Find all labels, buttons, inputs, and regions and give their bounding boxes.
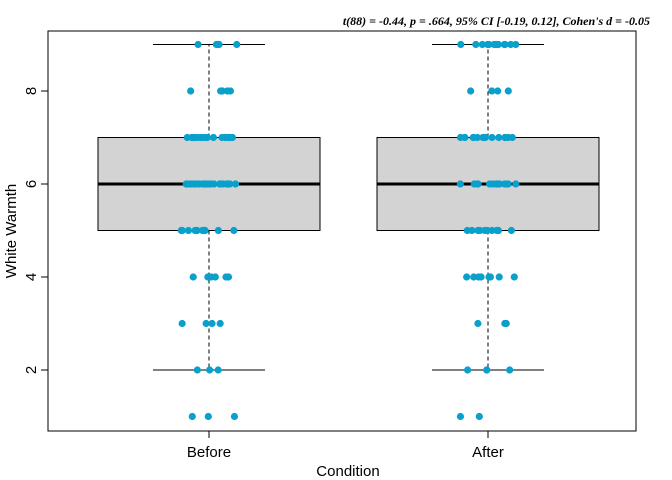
data-point <box>467 87 475 95</box>
data-point <box>483 40 492 49</box>
data-point <box>457 40 465 49</box>
data-point <box>224 180 233 188</box>
data-point <box>501 319 509 328</box>
data-point <box>488 226 496 235</box>
data-point <box>488 87 496 95</box>
data-point <box>216 319 224 328</box>
data-point <box>218 87 227 95</box>
data-point <box>474 319 482 328</box>
data-point <box>200 226 208 235</box>
data-point <box>216 180 224 188</box>
data-point <box>224 273 233 281</box>
y-tick-label: 6 <box>23 180 40 188</box>
data-point <box>178 319 186 328</box>
x-axis-label: Condition <box>316 463 379 480</box>
x-tick-label: Before <box>187 444 231 461</box>
data-point <box>468 226 476 235</box>
data-point <box>233 40 241 49</box>
x-tick-label: After <box>472 444 504 461</box>
data-point <box>188 412 196 421</box>
data-point <box>189 273 197 281</box>
data-point <box>500 40 508 49</box>
points-layer <box>177 40 520 421</box>
data-point <box>475 412 483 421</box>
data-point <box>193 366 201 374</box>
data-point <box>214 366 222 374</box>
data-point <box>214 226 222 235</box>
data-point <box>469 133 477 142</box>
data-point <box>480 133 488 142</box>
data-point <box>183 133 191 142</box>
data-point <box>494 87 502 95</box>
data-point <box>506 366 514 374</box>
data-point <box>507 40 515 49</box>
stat-annotation: t(88) = -0.44, p = .664, 95% CI [-0.19, … <box>343 14 650 28</box>
data-point <box>218 133 226 142</box>
data-point <box>193 226 201 235</box>
data-point <box>472 40 480 49</box>
data-point <box>193 133 201 142</box>
data-point <box>456 180 464 188</box>
data-point <box>478 40 486 49</box>
data-point <box>226 133 234 142</box>
data-point <box>504 180 512 188</box>
data-point <box>504 87 512 95</box>
data-point <box>202 319 210 328</box>
data-point <box>211 273 219 281</box>
y-tick-label: 2 <box>23 366 40 374</box>
data-point <box>194 40 202 49</box>
data-point <box>494 226 502 235</box>
data-point <box>177 226 185 235</box>
data-point <box>485 273 493 281</box>
data-point <box>494 40 502 49</box>
data-point <box>512 40 520 49</box>
data-point <box>230 226 238 235</box>
data-point <box>474 273 483 281</box>
data-point <box>488 133 496 142</box>
data-point <box>456 412 465 421</box>
box-before <box>97 44 321 371</box>
data-point <box>456 133 465 142</box>
data-point <box>231 180 240 188</box>
boxes-layer <box>97 44 600 371</box>
data-point <box>476 226 484 235</box>
data-point <box>483 366 491 374</box>
plot-frame <box>47 30 637 432</box>
y-tick-label: 8 <box>23 87 40 95</box>
data-point <box>495 133 503 142</box>
data-point <box>184 226 193 235</box>
data-point <box>209 133 218 142</box>
data-point <box>199 180 207 188</box>
data-point <box>204 412 212 421</box>
x-axis: Before After <box>187 431 504 461</box>
data-point <box>191 180 199 188</box>
data-point <box>485 180 494 188</box>
y-axis: 2 4 6 8 <box>23 87 48 374</box>
data-point <box>494 180 502 188</box>
data-point <box>215 40 223 49</box>
data-point <box>208 319 216 328</box>
data-point <box>210 180 218 188</box>
data-point <box>464 366 472 374</box>
data-point <box>200 133 209 142</box>
data-point <box>470 180 478 188</box>
data-point <box>182 180 190 188</box>
data-point <box>463 273 471 281</box>
data-point <box>187 87 195 95</box>
box-after <box>376 44 600 371</box>
data-point <box>507 226 516 235</box>
data-point <box>223 87 231 95</box>
data-point <box>206 366 214 374</box>
data-point <box>512 180 520 188</box>
y-axis-label: White Warmth <box>3 184 20 278</box>
data-point <box>230 412 239 421</box>
data-point <box>501 133 509 142</box>
data-point <box>510 273 518 281</box>
data-point <box>495 273 503 281</box>
y-tick-label: 4 <box>23 273 40 281</box>
